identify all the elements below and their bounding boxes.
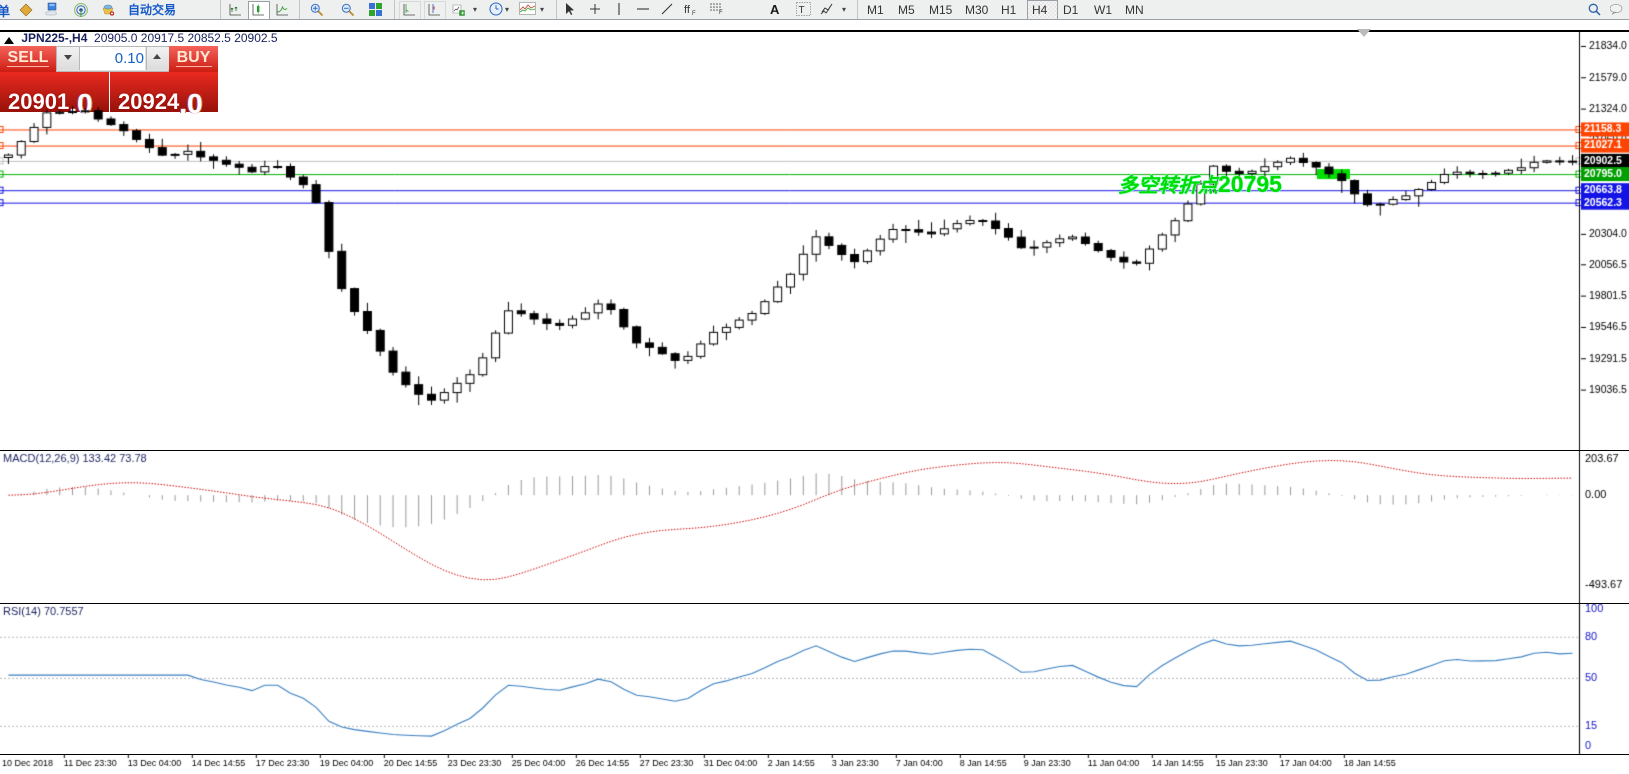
- svg-text:F: F: [719, 10, 723, 15]
- svg-text:T: T: [799, 5, 805, 16]
- svg-text:ff: ff: [684, 4, 691, 16]
- svg-text:F: F: [692, 11, 696, 16]
